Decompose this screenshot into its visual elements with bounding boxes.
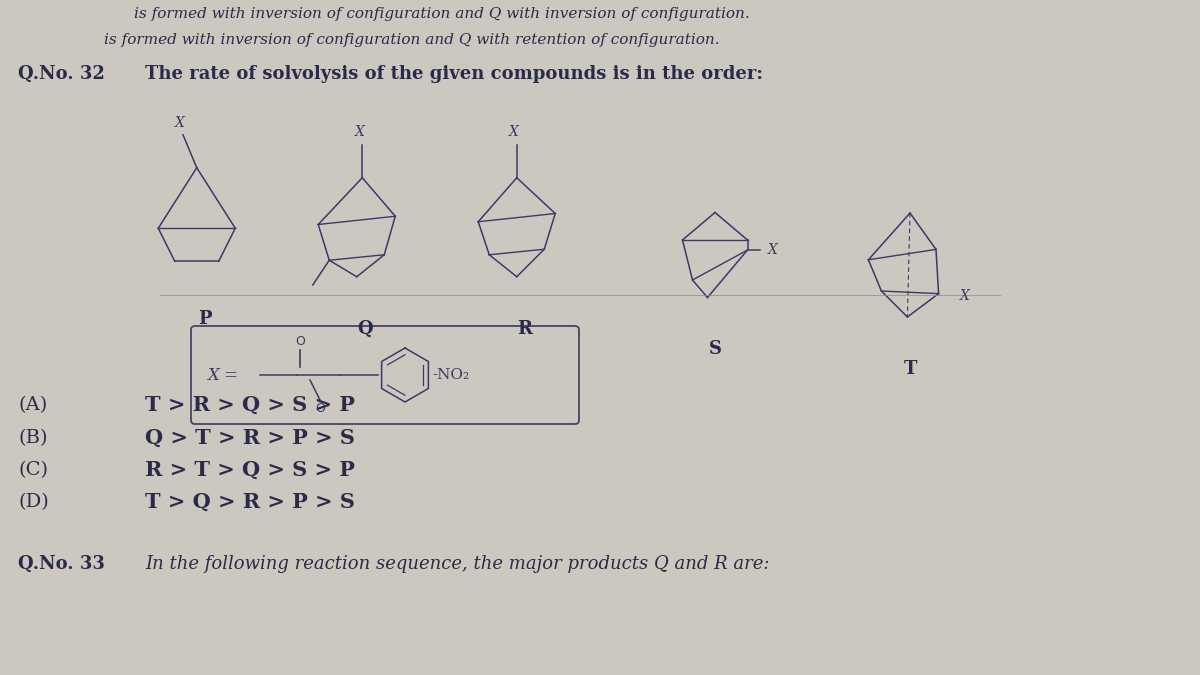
Text: X: X [509,126,518,139]
Text: X: X [354,126,365,139]
Text: X: X [960,289,970,303]
Text: T > Q > R > P > S: T > Q > R > P > S [145,492,355,512]
Text: Q > T > R > P > S: Q > T > R > P > S [145,428,355,448]
Text: O: O [316,402,325,415]
Text: (B): (B) [18,429,48,447]
Text: The rate of solvolysis of the given compounds is in the order:: The rate of solvolysis of the given comp… [145,65,763,83]
Text: P: P [198,310,212,328]
Text: is formed with inversion of configuration and Q with inversion of configuration.: is formed with inversion of configuratio… [134,7,750,21]
Text: In the following reaction sequence, the major products Q and R are:: In the following reaction sequence, the … [145,555,769,573]
Text: (D): (D) [18,493,49,511]
Text: -NO₂: -NO₂ [432,368,469,382]
Text: X: X [768,243,778,257]
Text: is formed with inversion of configuration and Q with retention of configuration.: is formed with inversion of configuratio… [104,33,720,47]
Text: T > R > Q > S > P: T > R > Q > S > P [145,395,355,415]
Text: R: R [517,320,533,338]
Text: (A): (A) [18,396,47,414]
Text: Q.No. 32: Q.No. 32 [18,65,104,83]
Text: Q.No. 33: Q.No. 33 [18,555,104,573]
FancyBboxPatch shape [191,326,580,424]
Text: (C): (C) [18,461,48,479]
Text: R > T > Q > S > P: R > T > Q > S > P [145,460,355,480]
Text: X =: X = [206,367,238,383]
Text: S: S [708,340,721,358]
Text: O: O [295,335,305,348]
Text: X: X [175,116,185,130]
Text: Q: Q [358,320,373,338]
Text: T: T [904,360,917,378]
